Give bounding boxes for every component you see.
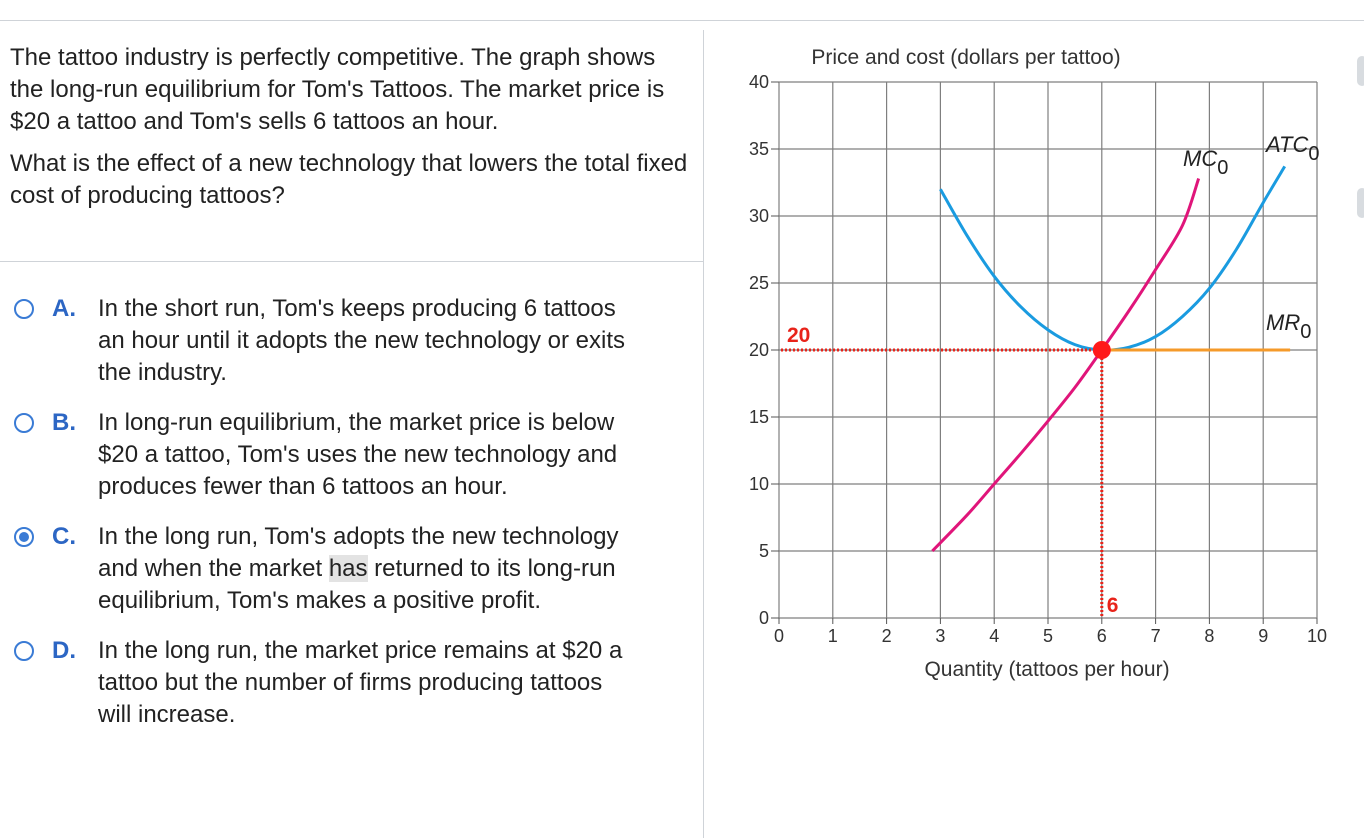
y-tick-label: 40 [749,72,769,92]
y-tick-label: 25 [749,273,769,293]
atc-curve [939,165,1287,352]
x-tick-label: 3 [935,626,945,646]
radio-button-d[interactable] [14,641,34,661]
x-tick-label: 5 [1043,626,1053,646]
x-tick-label: 8 [1204,626,1214,646]
x-tick-label: 4 [989,626,999,646]
y-tick-label: 0 [759,608,769,628]
option-letter: A. [52,295,76,322]
equilibrium-quantity-label: 6 [1107,594,1119,617]
quantity-label-background [1104,592,1121,616]
option-text: In the long run, Tom's adopts the new te… [98,523,619,614]
scroll-handle[interactable] [1357,56,1364,86]
radio-button-c-selected[interactable] [14,527,34,547]
option-letter: C. [52,523,76,550]
scroll-handle[interactable] [1357,188,1364,218]
x-tick-label: 6 [1097,626,1107,646]
x-tick-label: 7 [1151,626,1161,646]
option-letter: D. [52,637,76,664]
y-axis-title: Price and cost (dollars per tattoo) [811,46,1120,69]
question-paragraph-1: The tattoo industry is perfectly competi… [10,44,665,135]
atc-curve-label: ATC0 [1264,132,1320,165]
x-tick-label: 2 [882,626,892,646]
option-text: In long-run equilibrium, the market pric… [98,409,618,500]
mc-curve-label: MC0 [1183,146,1228,179]
x-axis-title: Quantity (tattoos per hour) [924,658,1169,681]
y-tick-label: 20 [749,340,769,360]
radio-button-a[interactable] [14,299,34,319]
mc-curve [931,177,1201,553]
y-tick-label: 15 [749,407,769,427]
x-tick-label: 1 [828,626,838,646]
y-tick-label: 10 [749,474,769,494]
highlighted-word: has [328,555,368,582]
equilibrium-price-label: 20 [787,324,810,347]
x-tick-label: 10 [1307,626,1327,646]
option-text: In the short run, Tom's keeps producing … [98,295,625,386]
option-letter: B. [52,409,76,436]
y-tick-label: 35 [749,139,769,159]
y-tick-label: 30 [749,206,769,226]
mr-curve-label: MR0 [1266,310,1311,343]
column-divider [703,30,704,838]
y-tick-label: 5 [759,541,769,561]
question-text: The tattoo industry is perfectly competi… [10,42,690,222]
equilibrium-point [1092,341,1111,359]
question-divider [0,261,703,262]
option-text: In the long run, the market price remain… [98,637,623,728]
question-paragraph-2: What is the effect of a new technology t… [10,150,688,209]
x-tick-label: 0 [774,626,784,646]
radio-button-b[interactable] [14,413,34,433]
x-tick-label: 9 [1258,626,1268,646]
top-divider [0,20,1364,21]
